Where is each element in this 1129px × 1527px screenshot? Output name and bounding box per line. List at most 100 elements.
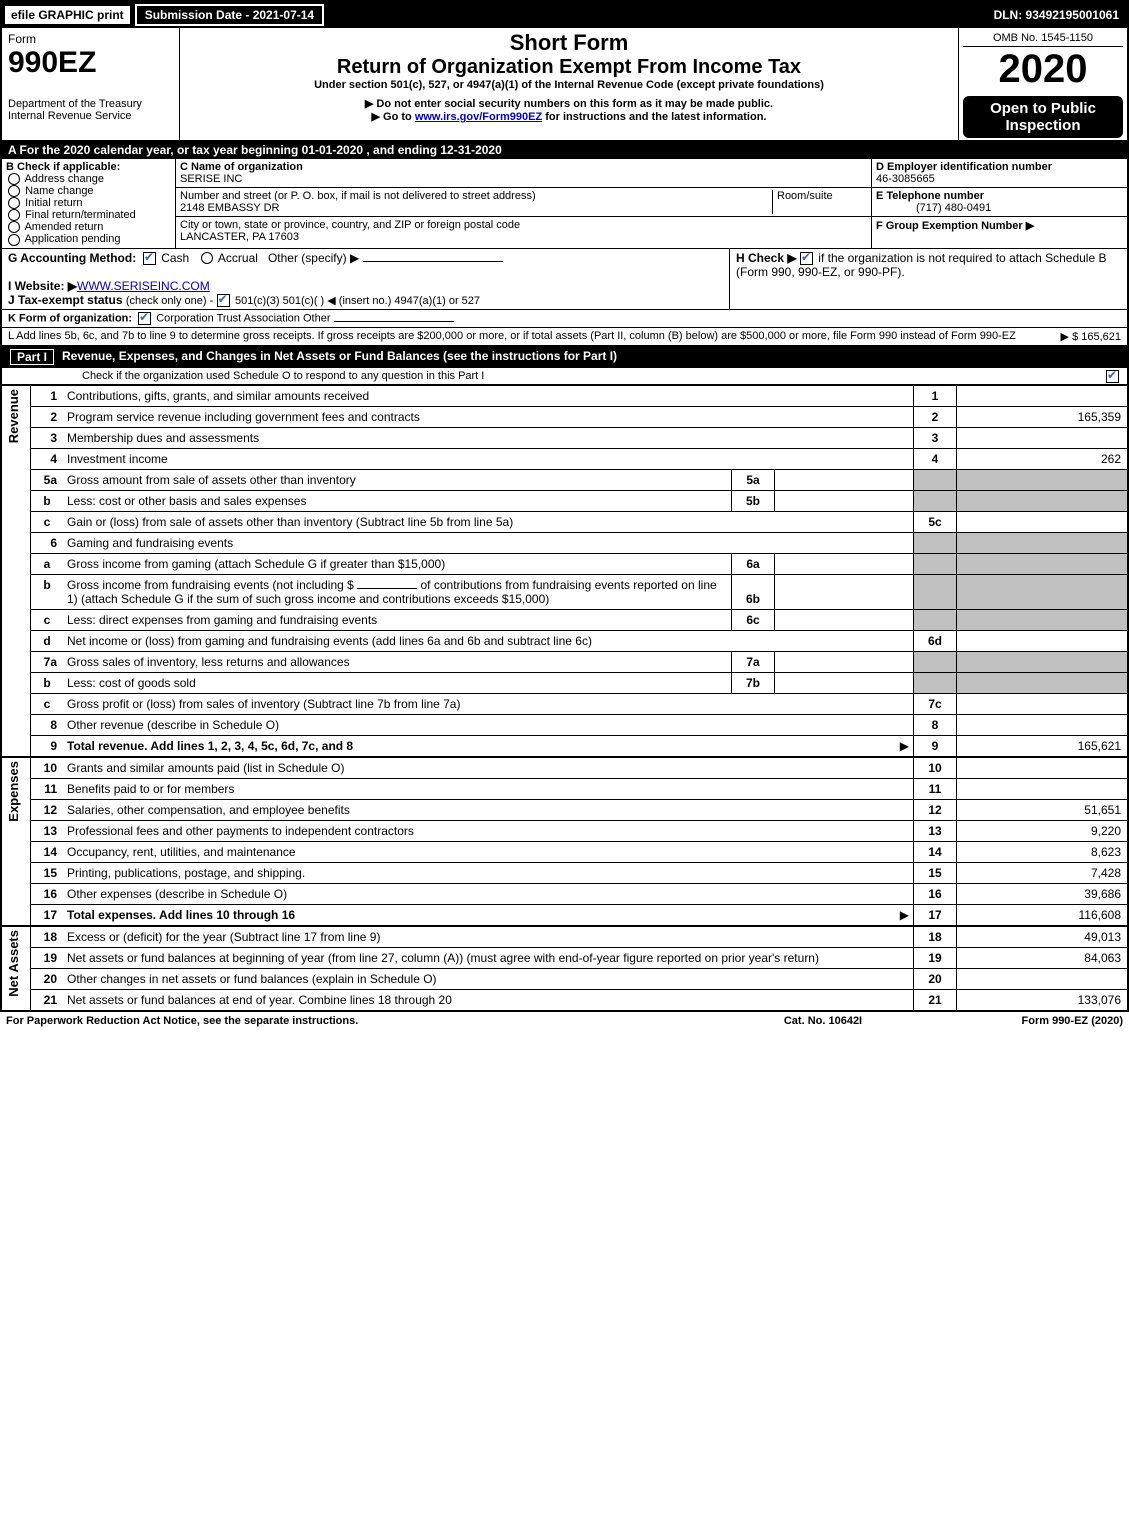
line17-desc: Total expenses. Add lines 10 through 16 …: [63, 905, 914, 927]
form-header: Form 990EZ Department of the Treasury In…: [2, 28, 1127, 141]
short-form-title: Short Form: [186, 30, 952, 56]
line6c-box[interactable]: [775, 610, 914, 631]
efile-print-button[interactable]: efile GRAPHIC print: [4, 5, 131, 25]
line14-amt: 8,623: [957, 842, 1128, 863]
line21-amt: 133,076: [957, 990, 1128, 1011]
line9-amt: 165,621: [957, 736, 1128, 758]
cash-checkbox[interactable]: [143, 252, 156, 265]
telephone: (717) 480-0491: [876, 202, 991, 214]
part1-schedo: Check if the organization used Schedule …: [2, 368, 1127, 385]
line7a-box[interactable]: [775, 652, 914, 673]
line19-amt: 84,063: [957, 948, 1128, 969]
line17-amt: 116,608: [957, 905, 1128, 927]
line13-desc: Professional fees and other payments to …: [63, 821, 914, 842]
irs-link[interactable]: www.irs.gov/Form990EZ: [415, 111, 542, 123]
line6b-blank[interactable]: [357, 588, 417, 589]
line7c-desc: Gross profit or (loss) from sales of inv…: [63, 694, 914, 715]
amended-return-radio[interactable]: [8, 221, 20, 233]
entity-mid: C Name of organization SERISE INC Number…: [176, 159, 871, 248]
corp-checkbox[interactable]: [138, 312, 151, 325]
line6-desc: Gaming and fundraising events: [63, 533, 914, 554]
line13-amt: 9,220: [957, 821, 1128, 842]
line1-amt: [957, 386, 1128, 407]
addr-change-radio[interactable]: [8, 173, 20, 185]
footer-cat: Cat. No. 10642I: [723, 1015, 923, 1027]
header-right: OMB No. 1545-1150 2020 Open to Public In…: [958, 28, 1127, 140]
line15-amt: 7,428: [957, 863, 1128, 884]
street-address: 2148 EMBASSY DR: [180, 202, 279, 214]
line11-amt: [957, 779, 1128, 800]
line5b-desc: Less: cost or other basis and sales expe…: [63, 491, 732, 512]
line6d-amt: [957, 631, 1128, 652]
netassets-side-label: Net Assets: [6, 930, 21, 997]
revenue-table: Revenue 1 Contributions, gifts, grants, …: [2, 385, 1127, 1010]
g-label: G Accounting Method:: [8, 251, 136, 265]
line4-amt: 262: [957, 449, 1128, 470]
line7a-desc: Gross sales of inventory, less returns a…: [63, 652, 732, 673]
line6d-desc: Net income or (loss) from gaming and fun…: [63, 631, 914, 652]
line7c-amt: [957, 694, 1128, 715]
other-specify-input[interactable]: [363, 261, 503, 262]
goto-line: ▶ Go to www.irs.gov/Form990EZ for instru…: [186, 110, 952, 123]
schedo-checkbox[interactable]: [1106, 370, 1119, 383]
line8-amt: [957, 715, 1128, 736]
line4-desc: Investment income: [63, 449, 914, 470]
row-k: K Form of organization: Corporation Trus…: [2, 310, 1127, 328]
final-return-radio[interactable]: [8, 209, 20, 221]
section-b: B Check if applicable: Address change Na…: [2, 159, 176, 248]
page-footer: For Paperwork Reduction Act Notice, see …: [0, 1012, 1129, 1030]
line10-desc: Grants and similar amounts paid (list in…: [63, 757, 914, 779]
line12-amt: 51,651: [957, 800, 1128, 821]
header-left: Form 990EZ Department of the Treasury In…: [2, 28, 180, 140]
line5c-amt: [957, 512, 1128, 533]
501c3-checkbox[interactable]: [217, 294, 230, 307]
line6a-box[interactable]: [775, 554, 914, 575]
part1-header: Part I Revenue, Expenses, and Changes in…: [2, 346, 1127, 368]
form-number: 990EZ: [8, 46, 173, 80]
gross-receipts-amount: ▶ $ 165,621: [1061, 330, 1121, 343]
room-suite-label: Room/suite: [772, 190, 867, 214]
line5a-box[interactable]: [775, 470, 914, 491]
line16-amt: 39,686: [957, 884, 1128, 905]
line12-desc: Salaries, other compensation, and employ…: [63, 800, 914, 821]
other-org-input[interactable]: [334, 321, 454, 322]
irs-label: Internal Revenue Service: [8, 110, 173, 122]
row-l: L Add lines 5b, 6c, and 7b to line 9 to …: [2, 328, 1127, 346]
app-pending-radio[interactable]: [8, 234, 20, 246]
line21-desc: Net assets or fund balances at end of ye…: [63, 990, 914, 1011]
line2-amt: 165,359: [957, 407, 1128, 428]
city-state-zip: LANCASTER, PA 17603: [180, 231, 299, 243]
h-checkbox[interactable]: [800, 252, 813, 265]
line3-desc: Membership dues and assessments: [63, 428, 914, 449]
line6b-box[interactable]: [775, 575, 914, 610]
line7b-box[interactable]: [775, 673, 914, 694]
line8-desc: Other revenue (describe in Schedule O): [63, 715, 914, 736]
line16-desc: Other expenses (describe in Schedule O): [63, 884, 914, 905]
header-center: Short Form Return of Organization Exempt…: [180, 28, 958, 140]
ein: 46-3085665: [876, 173, 935, 185]
form-container: efile GRAPHIC print Submission Date - 20…: [0, 0, 1129, 1012]
website-link[interactable]: WWW.SERISEINC.COM: [77, 279, 210, 293]
line18-amt: 49,013: [957, 926, 1128, 948]
line5b-box[interactable]: [775, 491, 914, 512]
form-word: Form: [8, 32, 173, 46]
accrual-radio[interactable]: [201, 252, 213, 264]
initial-return-radio[interactable]: [8, 197, 20, 209]
name-change-radio[interactable]: [8, 185, 20, 197]
line6c-desc: Less: direct expenses from gaming and fu…: [63, 610, 732, 631]
entity-right: D Employer identification number 46-3085…: [871, 159, 1127, 248]
dln: DLN: 93492195001061: [986, 6, 1127, 24]
line18-desc: Excess or (deficit) for the year (Subtra…: [63, 926, 914, 948]
return-title: Return of Organization Exempt From Incom…: [186, 56, 952, 79]
footer-left: For Paperwork Reduction Act Notice, see …: [6, 1015, 723, 1027]
footer-form: Form 990-EZ (2020): [923, 1015, 1123, 1027]
line2-desc: Program service revenue including govern…: [63, 407, 914, 428]
top-bar: efile GRAPHIC print Submission Date - 20…: [2, 2, 1127, 28]
line14-desc: Occupancy, rent, utilities, and maintena…: [63, 842, 914, 863]
under-section: Under section 501(c), 527, or 4947(a)(1)…: [186, 79, 952, 91]
c-label: C Name of organization: [180, 161, 303, 173]
submission-date: Submission Date - 2021-07-14: [135, 4, 324, 26]
entity-block: B Check if applicable: Address change Na…: [2, 159, 1127, 249]
city-label: City or town, state or province, country…: [180, 219, 520, 231]
addr-label: Number and street (or P. O. box, if mail…: [180, 190, 536, 202]
